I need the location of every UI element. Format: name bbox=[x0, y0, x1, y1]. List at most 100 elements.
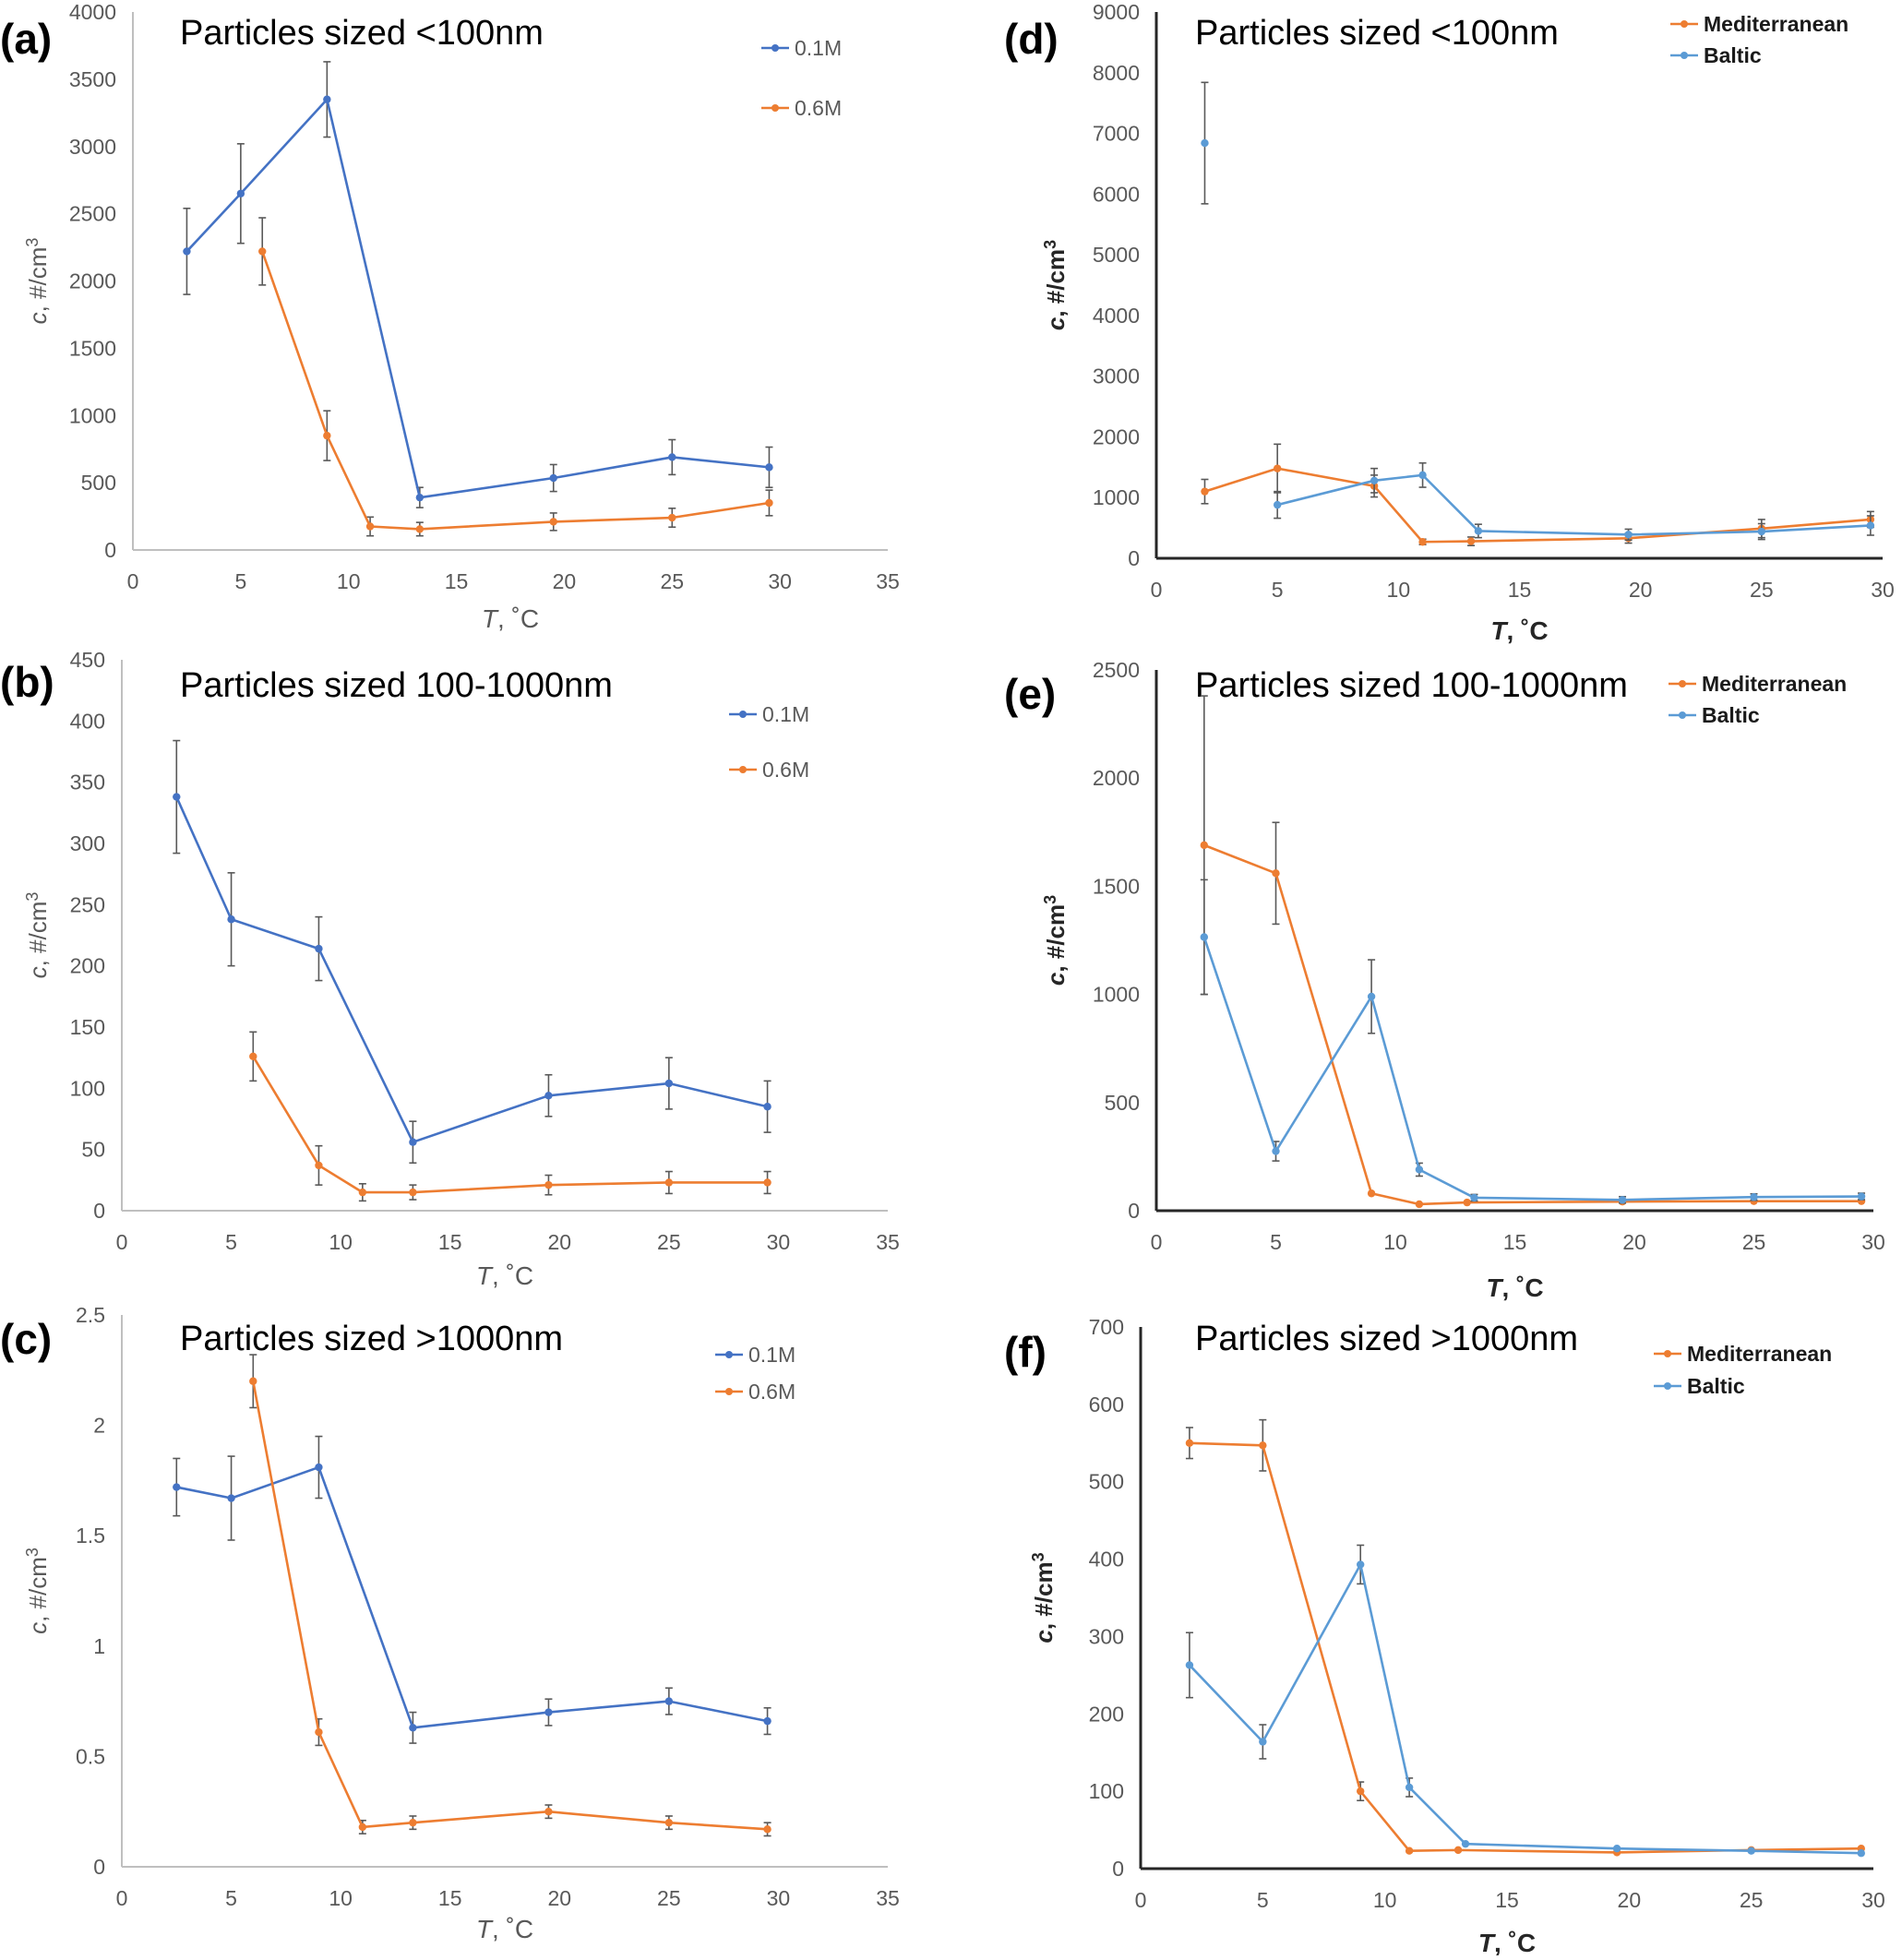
data-point bbox=[1857, 1849, 1865, 1858]
data-point bbox=[668, 453, 676, 461]
legend-item: 0.1M bbox=[761, 36, 842, 60]
y-tick-label: 150 bbox=[70, 1015, 105, 1039]
x-tick-label: 25 bbox=[1750, 578, 1774, 602]
x-tick-label: 35 bbox=[876, 569, 900, 593]
x-tick-label: 20 bbox=[547, 1886, 571, 1910]
x-tick-label: 20 bbox=[1629, 578, 1653, 602]
x-tick-label: 5 bbox=[1257, 1888, 1269, 1912]
chart-panel: 0 5 10 15 20 25 30 0 1000 2000 3000 4000 5000 6000 700… bbox=[1004, 0, 1895, 645]
y-tick-label: 9000 bbox=[1093, 0, 1140, 24]
x-axis-label: T, ˚C bbox=[476, 1915, 533, 1943]
data-point bbox=[409, 1138, 417, 1146]
data-point bbox=[544, 1708, 553, 1716]
y-tick-label: 2.5 bbox=[76, 1303, 105, 1327]
data-point bbox=[1747, 1846, 1755, 1855]
legend-swatch-marker bbox=[1679, 680, 1686, 687]
legend-item: Baltic bbox=[1669, 703, 1760, 727]
x-tick-label: 5 bbox=[225, 1230, 237, 1254]
data-point bbox=[358, 1188, 367, 1197]
x-tick-label: 20 bbox=[1618, 1888, 1642, 1912]
data-point bbox=[173, 1483, 181, 1491]
x-axis-label: T, ˚C bbox=[1478, 1929, 1536, 1955]
y-tick-label: 1500 bbox=[1093, 874, 1140, 898]
legend-label: 0.1M bbox=[795, 36, 842, 60]
y-tick-label: 3000 bbox=[69, 135, 116, 159]
data-point bbox=[1200, 841, 1209, 850]
data-point bbox=[1866, 521, 1875, 530]
x-axis-label: T, ˚C bbox=[482, 604, 539, 633]
y-tick-label: 2 bbox=[93, 1414, 105, 1438]
legend-swatch-marker bbox=[1664, 1382, 1671, 1390]
y-tick-label: 1000 bbox=[1093, 983, 1140, 1007]
x-tick-label: 0 bbox=[127, 569, 139, 593]
x-axis-label: T, ˚C bbox=[1486, 1273, 1543, 1302]
series-line bbox=[175, 796, 768, 1144]
legend-swatch-marker bbox=[739, 766, 747, 773]
legend-label: Mediterranean bbox=[1687, 1342, 1832, 1366]
y-tick-label: 350 bbox=[70, 771, 105, 795]
legend-item: Baltic bbox=[1670, 43, 1762, 67]
x-tick-label: 10 bbox=[1383, 1230, 1407, 1254]
data-point bbox=[664, 1079, 674, 1088]
y-tick-label: 500 bbox=[1105, 1091, 1140, 1115]
data-point bbox=[1750, 1193, 1758, 1201]
x-tick-label: 0 bbox=[1135, 1888, 1147, 1912]
series-line bbox=[185, 98, 770, 499]
series-group bbox=[183, 61, 773, 537]
series-line bbox=[176, 1465, 768, 1729]
y-tick-label: 2500 bbox=[69, 202, 116, 226]
panel-label: (b) bbox=[0, 658, 54, 706]
x-tick-label: 10 bbox=[329, 1230, 353, 1254]
legend-label: 0.1M bbox=[748, 1343, 795, 1367]
legend-label: Baltic bbox=[1687, 1374, 1745, 1398]
x-tick-label: 15 bbox=[438, 1886, 462, 1910]
series-group bbox=[1201, 81, 1875, 546]
series-line bbox=[252, 1380, 768, 1831]
panel-label: (e) bbox=[1004, 670, 1056, 718]
data-series bbox=[249, 1354, 772, 1837]
x-tick-label: 5 bbox=[234, 569, 246, 593]
legend-swatch-marker bbox=[1679, 711, 1686, 719]
data-point bbox=[1453, 1846, 1463, 1855]
legend-item: 0.1M bbox=[729, 702, 809, 726]
series-line bbox=[252, 1056, 768, 1194]
x-tick-label: 15 bbox=[1495, 1888, 1519, 1912]
data-point bbox=[249, 1052, 257, 1061]
data-point bbox=[1259, 1738, 1267, 1746]
data-point bbox=[1415, 1165, 1424, 1174]
y-tick-label: 1000 bbox=[1093, 485, 1140, 509]
y-tick-label: 1 bbox=[93, 1634, 105, 1658]
legend-swatch-marker bbox=[725, 1351, 733, 1358]
legend-swatch-marker bbox=[1681, 20, 1688, 28]
data-point bbox=[1272, 869, 1280, 878]
y-tick-label: 1500 bbox=[69, 336, 116, 360]
data-point bbox=[409, 1188, 417, 1197]
legend-label: 0.6M bbox=[762, 758, 809, 782]
x-tick-label: 15 bbox=[438, 1230, 462, 1254]
y-tick-label: 300 bbox=[1089, 1624, 1124, 1648]
y-tick-label: 3000 bbox=[1093, 365, 1140, 388]
series-line bbox=[261, 251, 770, 531]
legend-swatch-marker bbox=[1681, 52, 1688, 59]
x-tick-label: 0 bbox=[116, 1230, 128, 1254]
chart-title: Particles sized <100nm bbox=[1195, 14, 1559, 53]
y-tick-label: 500 bbox=[1089, 1470, 1124, 1494]
data-series bbox=[1201, 81, 1209, 205]
legend: Mediterranean Baltic bbox=[1670, 12, 1848, 67]
series-line bbox=[1202, 937, 1862, 1201]
legend-swatch-marker bbox=[772, 44, 779, 52]
x-tick-label: 5 bbox=[1270, 1230, 1282, 1254]
data-point bbox=[236, 189, 245, 197]
y-tick-label: 250 bbox=[70, 892, 105, 916]
data-point bbox=[315, 944, 323, 953]
y-tick-label: 400 bbox=[1089, 1548, 1124, 1572]
y-axis-label: c, #/cm3 bbox=[23, 1548, 52, 1634]
data-point bbox=[1418, 538, 1427, 546]
data-point bbox=[765, 498, 773, 508]
data-series bbox=[1273, 461, 1875, 542]
data-point bbox=[227, 915, 235, 924]
y-tick-label: 100 bbox=[70, 1076, 105, 1100]
x-tick-label: 30 bbox=[768, 569, 792, 593]
chart-title: Particles sized <100nm bbox=[180, 14, 544, 53]
data-series bbox=[173, 739, 772, 1165]
